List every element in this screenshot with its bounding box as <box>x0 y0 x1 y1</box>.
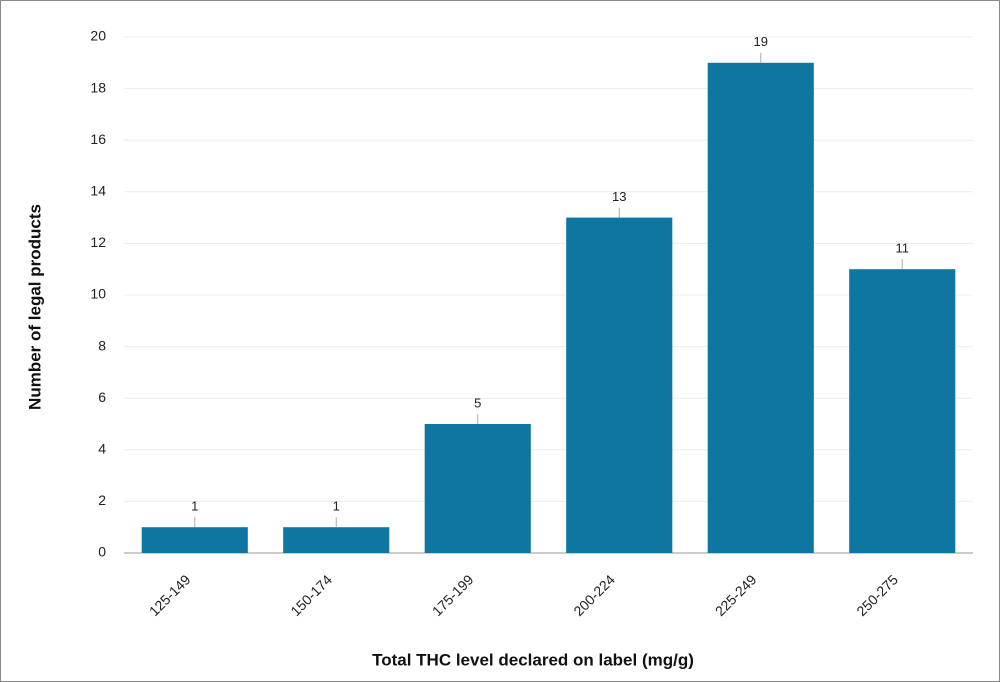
y-tick-label: 10 <box>90 286 106 302</box>
y-tick-label: 20 <box>90 28 106 44</box>
y-tick-label: 16 <box>90 131 106 147</box>
y-axis-title: Number of legal products <box>25 204 44 410</box>
y-tick-label: 4 <box>98 441 106 457</box>
bar <box>566 217 673 553</box>
y-tick-label: 12 <box>90 234 106 250</box>
bar <box>707 62 814 554</box>
y-tick-label: 14 <box>90 183 106 199</box>
bar <box>424 424 531 553</box>
bar <box>849 269 956 553</box>
data-label: 5 <box>474 395 481 410</box>
y-tick-label: 8 <box>98 337 106 353</box>
y-tick-label: 18 <box>90 79 106 95</box>
data-label: 1 <box>191 499 198 514</box>
y-tick-label: 6 <box>98 389 106 405</box>
bar <box>283 527 390 553</box>
x-axis-title: Total THC level declared on label (mg/g) <box>372 650 694 669</box>
data-label: 1 <box>333 499 340 514</box>
y-tick-label: 2 <box>98 492 106 508</box>
y-tick-label: 0 <box>98 544 106 560</box>
data-label: 11 <box>896 241 910 256</box>
bar <box>141 527 248 553</box>
data-label: 19 <box>754 34 768 49</box>
data-label: 13 <box>612 189 626 204</box>
